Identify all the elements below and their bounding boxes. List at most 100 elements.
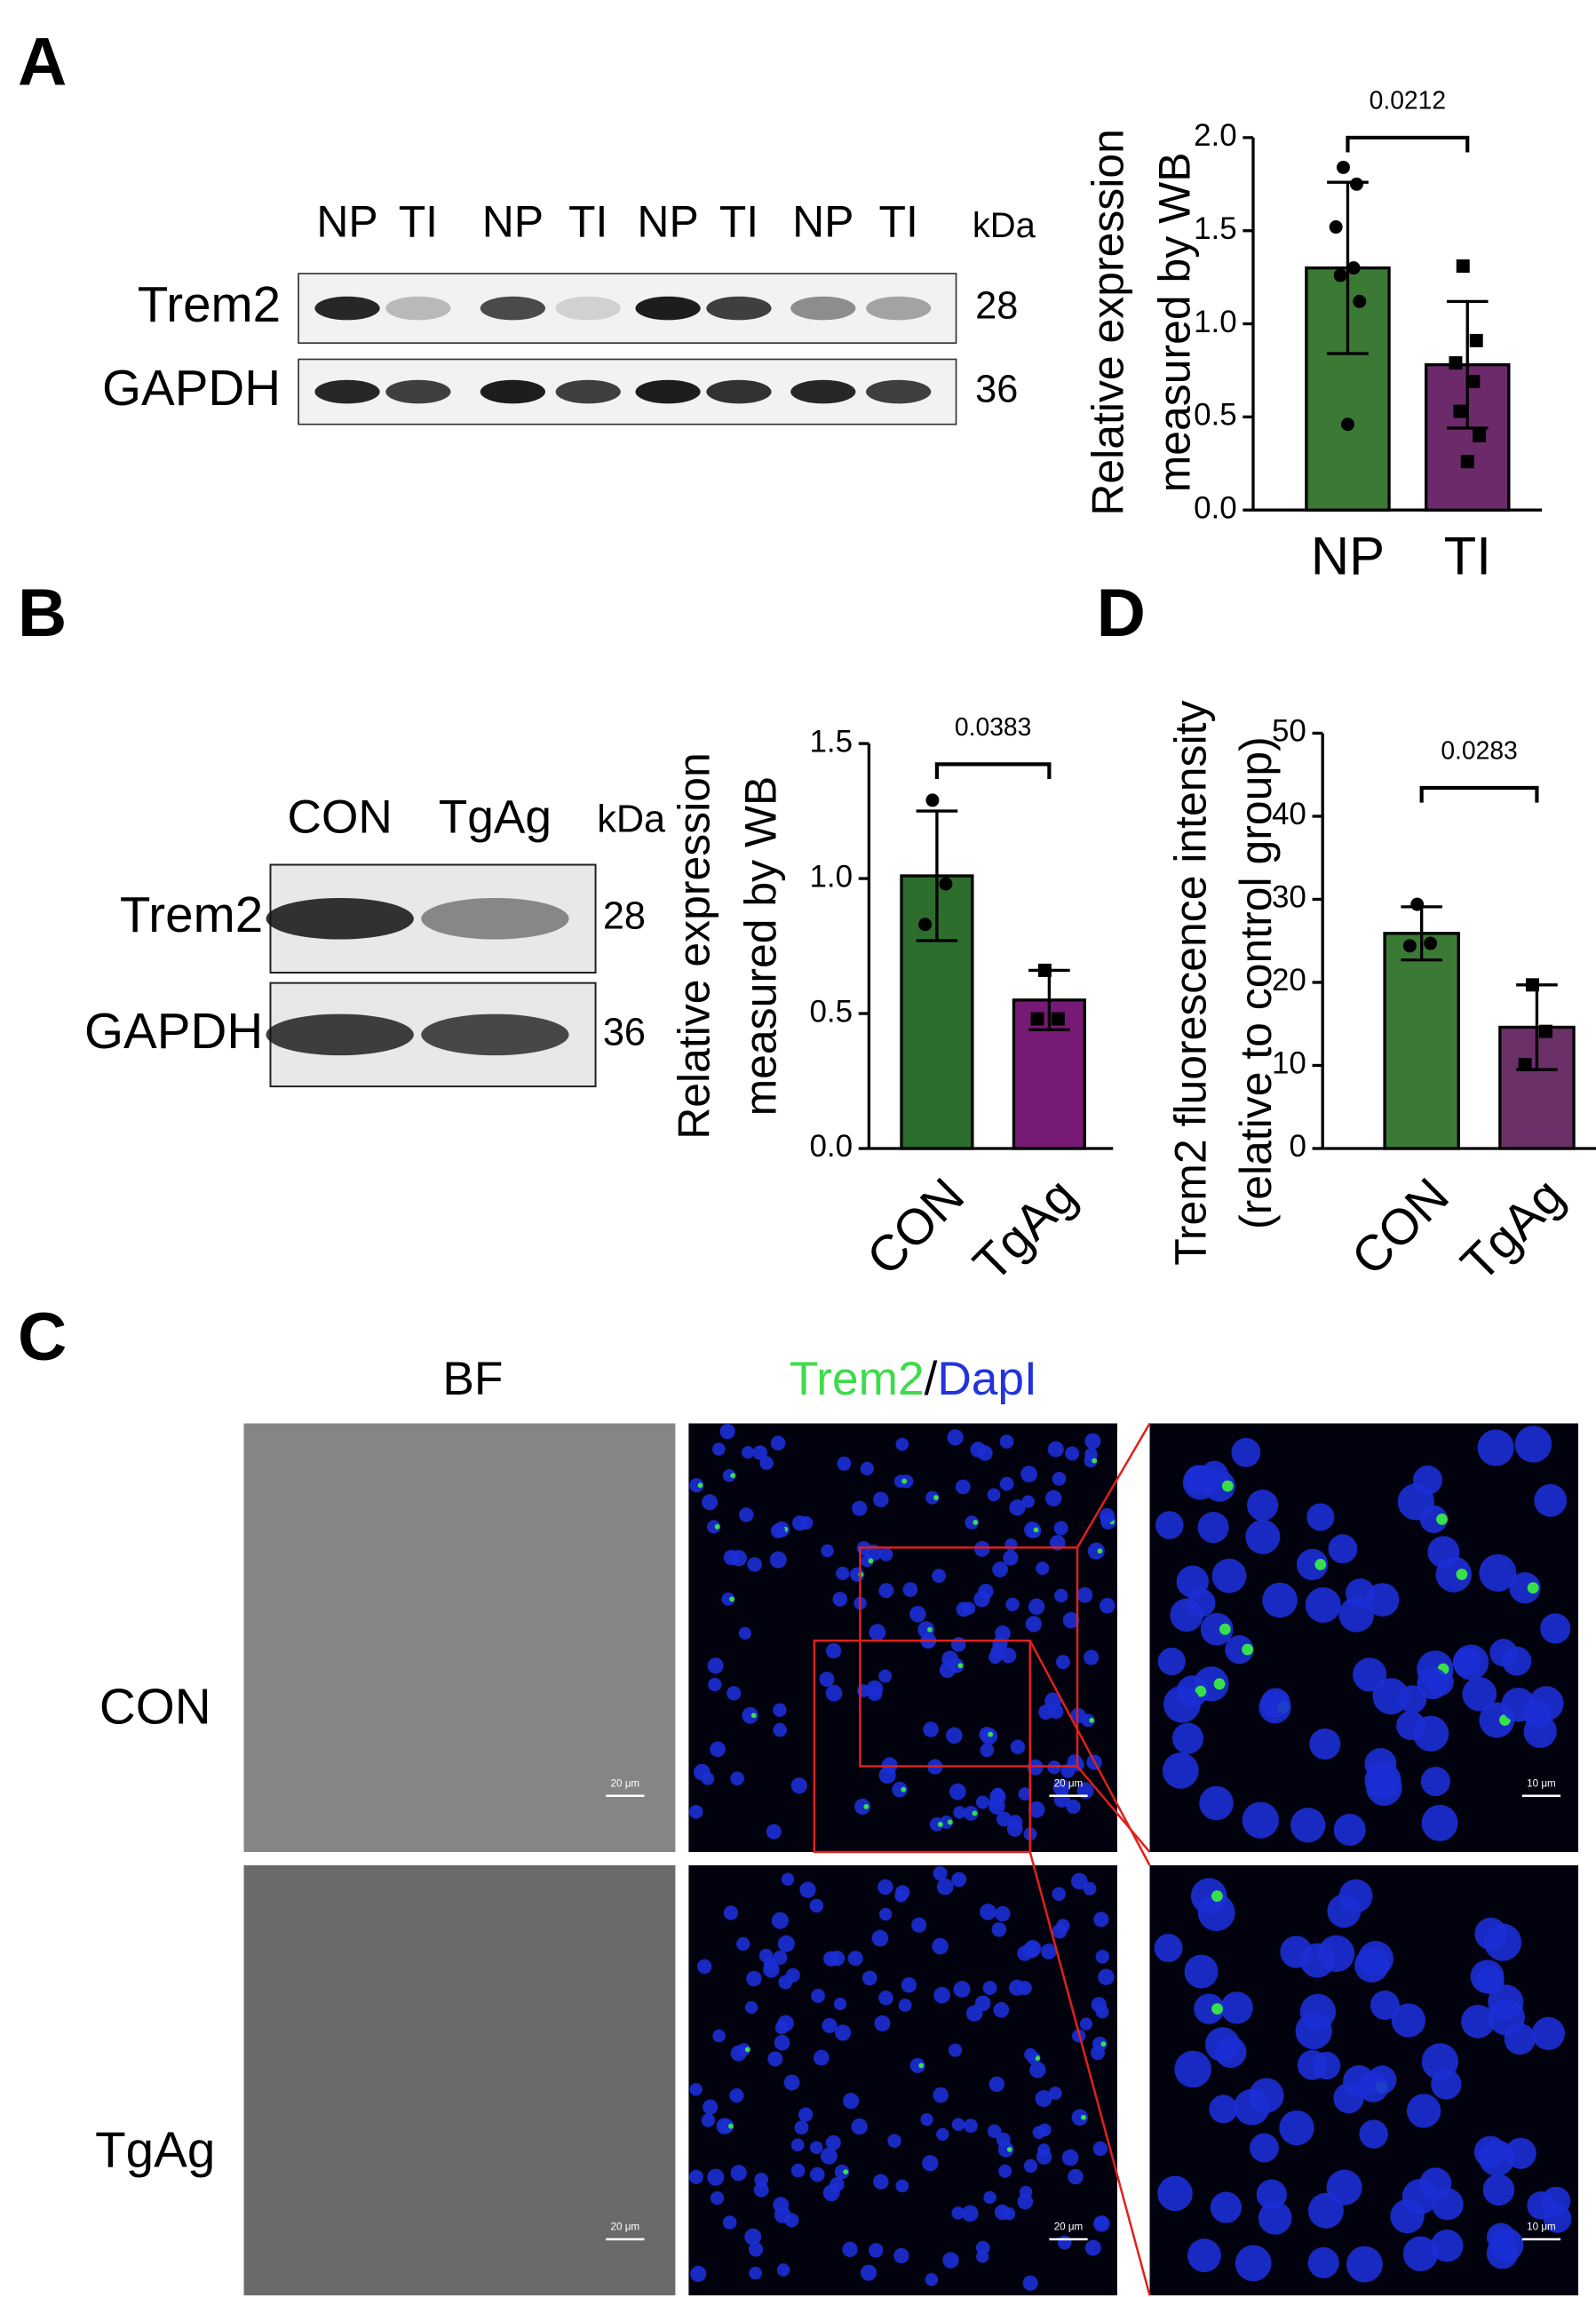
panel-label: B	[18, 576, 67, 651]
cell-nucleus	[1184, 1954, 1219, 1989]
cell-nucleus	[773, 1722, 787, 1737]
trem2-signal	[957, 1663, 964, 1669]
cell-nucleus	[878, 1767, 896, 1784]
cell-nucleus	[989, 2076, 1004, 2093]
bf-image	[243, 1423, 676, 1853]
band	[635, 379, 701, 404]
cell-nucleus	[1162, 1753, 1199, 1789]
lane-label: NP	[482, 196, 544, 246]
cell-nucleus	[898, 1999, 912, 2012]
cell-nucleus	[995, 1905, 1011, 1922]
data-point	[918, 918, 933, 932]
cell-nucleus	[712, 1443, 726, 1456]
band	[385, 379, 451, 404]
cell-nucleus	[703, 2099, 719, 2115]
cell-nucleus	[776, 2263, 790, 2277]
data-point	[1538, 1024, 1552, 1038]
cell-nucleus	[942, 2252, 959, 2269]
trem2-signal	[1456, 1569, 1468, 1580]
trem2-signal	[744, 2047, 750, 2053]
cell-nucleus	[895, 2179, 909, 2193]
trem2-signal	[972, 1810, 978, 1816]
cell-nucleus	[722, 2215, 737, 2229]
cell-nucleus	[1305, 1586, 1341, 1623]
cell-nucleus	[993, 2002, 1010, 2018]
cell-nucleus	[1068, 2168, 1084, 2185]
cell-nucleus	[955, 1479, 971, 1495]
data-point	[1051, 1012, 1065, 1026]
data-point	[1410, 897, 1425, 911]
cell-nucleus	[892, 1781, 908, 1798]
band	[421, 897, 569, 940]
cell-nucleus	[1035, 2090, 1052, 2108]
cell-nucleus	[1234, 2088, 1270, 2126]
y-axis-label: Relative expression	[670, 752, 719, 1140]
cell-nucleus	[1372, 1678, 1409, 1715]
error-bar	[1446, 299, 1489, 430]
band	[314, 296, 380, 321]
trem2-signal	[727, 2123, 734, 2129]
cell-nucleus	[869, 1624, 886, 1641]
cell-nucleus	[1044, 1692, 1062, 1710]
cell-nucleus	[1079, 2017, 1093, 2031]
cell-nucleus	[1421, 2043, 1459, 2080]
cell-nucleus	[895, 1437, 909, 1451]
cell-nucleus	[823, 1951, 839, 1967]
cell-nucleus	[1476, 1966, 1505, 1994]
lane-label: TI	[878, 196, 917, 246]
band	[706, 379, 772, 404]
y-tick-label: 1.5	[809, 724, 853, 759]
cell-nucleus	[989, 1798, 1005, 1815]
cell-nucleus	[860, 2264, 877, 2281]
y-tick-label: 30	[1272, 880, 1306, 915]
cell-nucleus	[1391, 2003, 1426, 2038]
cell-nucleus	[1412, 1715, 1449, 1752]
cell-nucleus	[1000, 1647, 1017, 1664]
cell-nucleus	[1529, 1686, 1564, 1721]
cell-nucleus	[909, 1605, 926, 1623]
cell-nucleus	[1477, 1429, 1514, 1466]
trem2-signal	[901, 1786, 907, 1792]
cell-nucleus	[950, 1636, 966, 1652]
cell-nucleus	[987, 1488, 1001, 1502]
cell-nucleus	[834, 2164, 850, 2180]
data-point	[1340, 417, 1354, 432]
cell-nucleus	[1048, 2086, 1062, 2101]
cell-nucleus	[1025, 1616, 1042, 1633]
cell-nucleus	[1084, 1454, 1098, 1468]
cell-nucleus	[1417, 1667, 1449, 1700]
cell-nucleus	[1084, 1649, 1100, 1665]
x-tick-label: TI	[1444, 527, 1491, 586]
cell-nucleus	[992, 1562, 1008, 1578]
panel-label: D	[1097, 576, 1146, 651]
trem2-signal	[1436, 1513, 1448, 1525]
cell-nucleus	[953, 1981, 971, 1998]
bar	[1424, 363, 1511, 512]
cell-nucleus	[749, 2266, 762, 2280]
cell-nucleus	[887, 2134, 901, 2148]
trem2-signal	[1527, 1582, 1539, 1594]
cell-nucleus	[688, 2169, 703, 2184]
y-tick-label: 0.0	[1194, 490, 1237, 525]
cell-nucleus	[747, 1557, 762, 1572]
cell-nucleus	[925, 1490, 940, 1505]
trem2-signal	[1219, 1623, 1231, 1635]
cell-nucleus	[923, 1721, 939, 1737]
y-axis-label: (relative to control group)	[1231, 736, 1281, 1229]
cell-nucleus	[877, 1879, 893, 1896]
cell-nucleus	[758, 1948, 774, 1963]
cell-nucleus	[929, 1817, 944, 1832]
cell-nucleus	[719, 2118, 734, 2134]
cell-nucleus	[832, 1592, 848, 1607]
cell-nucleus	[1220, 1991, 1253, 2024]
cell-nucleus	[722, 1468, 736, 1482]
data-point	[1329, 220, 1343, 234]
cell-nucleus	[1296, 1548, 1329, 1581]
trem2-signal	[933, 1495, 939, 1500]
cell-nucleus	[1041, 1943, 1057, 1959]
cell-nucleus	[996, 1811, 1012, 1827]
cell-nucleus	[1412, 1465, 1442, 1495]
cell-nucleus	[826, 1642, 842, 1659]
cell-nucleus	[1250, 2133, 1279, 2163]
cell-nucleus	[893, 2247, 909, 2264]
